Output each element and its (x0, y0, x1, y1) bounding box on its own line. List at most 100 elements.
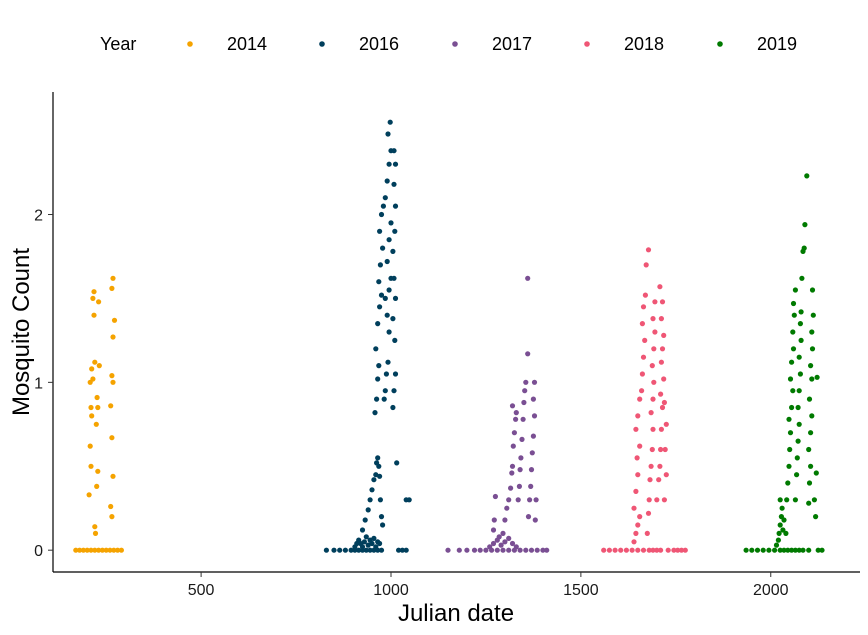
point-2016-44 (372, 410, 378, 416)
point-2017-61 (532, 517, 538, 523)
point-2018-32 (642, 337, 648, 343)
point-2018-65 (659, 299, 666, 305)
point-2019-48 (797, 371, 804, 377)
point-2016-43 (380, 522, 386, 528)
legend-item-2017: 2017 (452, 34, 532, 54)
point-2016-49 (375, 321, 381, 327)
point-2019-72 (813, 514, 819, 520)
point-2016-85 (392, 203, 399, 209)
point-2019-43 (794, 455, 800, 461)
point-2014-19 (90, 376, 96, 382)
point-2016-78 (392, 371, 399, 377)
point-2016-83 (390, 248, 396, 254)
point-2014-36 (110, 473, 116, 479)
point-2016-4 (348, 547, 354, 553)
point-2017-53 (527, 497, 533, 503)
point-2017-42 (516, 483, 523, 489)
legend-label-2016: 2016 (359, 34, 399, 54)
point-2017-27 (490, 527, 497, 533)
point-2018-17 (631, 539, 637, 545)
point-2016-30 (359, 527, 366, 533)
point-2016-15 (403, 547, 409, 553)
point-2017-23 (509, 540, 516, 547)
point-2019-22 (777, 497, 783, 503)
point-2014-2 (80, 547, 86, 553)
point-2018-27 (635, 413, 641, 419)
point-2018-62 (659, 346, 666, 352)
point-2018-51 (650, 316, 656, 322)
point-2019-30 (787, 430, 794, 436)
point-2018-39 (645, 510, 652, 516)
point-2016-27 (373, 544, 379, 550)
point-2018-47 (651, 379, 657, 385)
point-2016-74 (385, 131, 391, 137)
point-2018-25 (637, 443, 643, 449)
point-2016-39 (376, 463, 382, 469)
point-2016-75 (387, 119, 393, 125)
point-2017-4 (477, 547, 483, 553)
point-2017-50 (525, 351, 531, 357)
point-2017-56 (529, 450, 535, 456)
point-2019-14 (815, 547, 821, 553)
point-2019-32 (789, 404, 795, 411)
point-2017-15 (540, 547, 546, 553)
point-2014-1 (77, 547, 83, 553)
x-tick-label: 1500 (563, 582, 599, 599)
point-2017-17 (487, 544, 493, 550)
point-2019-73 (813, 470, 819, 476)
point-2018-33 (639, 321, 646, 327)
point-2014-40 (109, 373, 115, 379)
point-2019-36 (790, 346, 797, 352)
point-2017-35 (509, 463, 516, 469)
point-2017-52 (525, 514, 532, 520)
point-2017-34 (509, 470, 515, 476)
point-2016-14 (399, 547, 405, 553)
point-2017-33 (508, 485, 514, 491)
point-2014-12 (118, 547, 124, 553)
point-2014-30 (95, 404, 101, 411)
point-2019-69 (810, 312, 816, 318)
point-2017-37 (511, 430, 517, 436)
point-2014-0 (73, 547, 79, 553)
point-2019-38 (791, 312, 797, 318)
point-2018-70 (663, 421, 669, 427)
point-2018-35 (642, 292, 649, 298)
legend-label-2019: 2019 (757, 34, 797, 54)
point-2018-9 (650, 547, 656, 553)
point-2019-6 (777, 547, 783, 553)
point-2019-3 (760, 547, 766, 553)
point-2019-64 (806, 396, 813, 402)
point-2019-11 (796, 547, 802, 553)
legend-item-2016: 2016 (319, 34, 399, 54)
point-2017-55 (528, 467, 535, 473)
point-2014-27 (94, 483, 100, 489)
point-2018-31 (640, 354, 647, 360)
point-2016-86 (391, 181, 397, 187)
point-2019-8 (785, 547, 791, 553)
point-2017-3 (471, 547, 478, 553)
point-2018-24 (634, 455, 640, 461)
point-2018-6 (635, 547, 641, 553)
point-2019-56 (802, 222, 808, 228)
point-2017-43 (517, 467, 523, 473)
point-2018-42 (648, 463, 654, 469)
legend-label-2017: 2017 (492, 34, 532, 54)
point-2017-5 (483, 547, 489, 553)
point-2018-63 (661, 332, 667, 338)
point-2019-9 (789, 547, 795, 553)
legend: Year 2014 2016 2017 2018 2019 (100, 34, 797, 54)
point-2018-3 (618, 547, 624, 553)
point-2018-11 (658, 547, 664, 553)
point-2014-23 (90, 295, 96, 301)
point-2018-1 (606, 547, 613, 553)
point-2017-1 (456, 547, 462, 553)
point-2016-40 (377, 473, 383, 479)
point-2014-11 (115, 547, 121, 553)
point-2014-4 (88, 547, 94, 553)
y-tick-label: 0 (34, 543, 43, 560)
point-2019-53 (799, 275, 805, 281)
legend-item-2019: 2019 (717, 34, 797, 54)
point-2018-43 (649, 446, 655, 453)
point-2018-23 (635, 472, 641, 478)
point-2019-68 (809, 329, 815, 335)
